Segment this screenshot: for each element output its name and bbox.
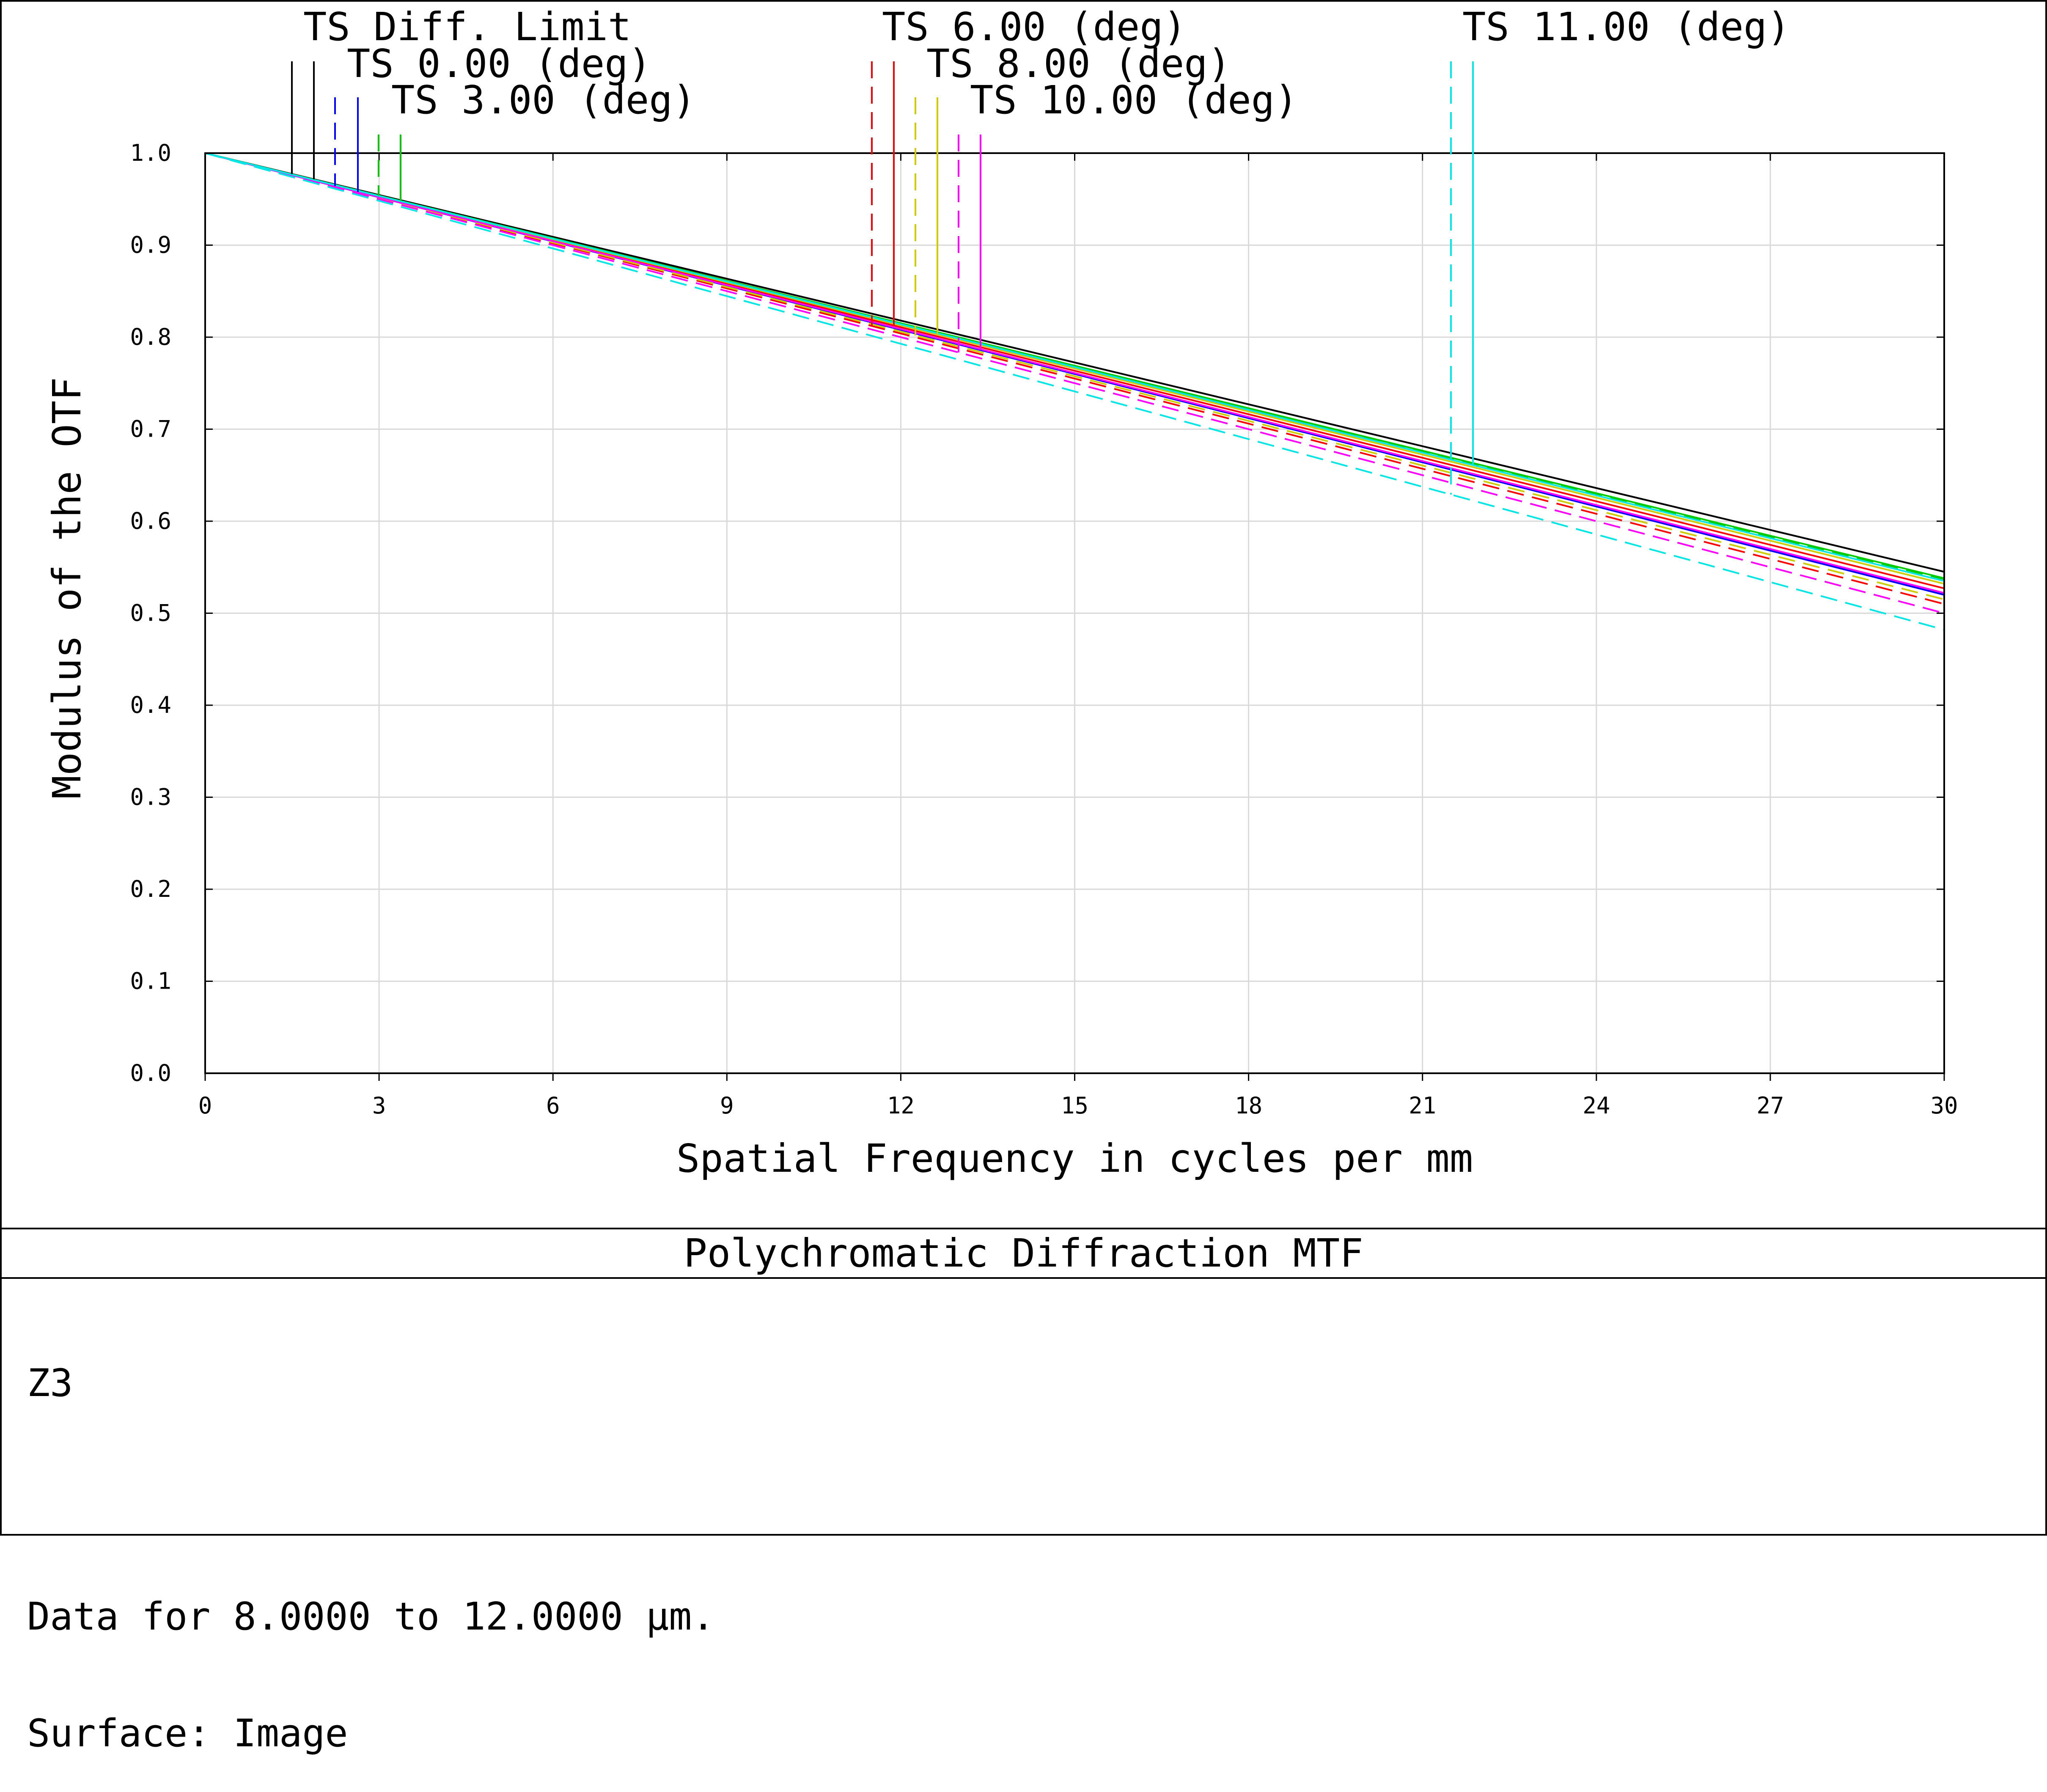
plot-frame bbox=[0, 0, 2047, 1536]
x-tick-label: 27 bbox=[1756, 1092, 1784, 1119]
info-panel: Z3 Data for 8.0000 to 12.0000 µm. Surfac… bbox=[27, 1286, 2015, 1792]
info-spacer bbox=[27, 1481, 2015, 1520]
y-tick-label: 0.0 bbox=[130, 1060, 171, 1086]
legend-label: TS Diff. Limit bbox=[303, 4, 631, 49]
y-tick-label: 0.3 bbox=[130, 784, 171, 811]
legend-label: TS 0.00 (deg) bbox=[347, 41, 651, 86]
legend-label: TS 8.00 (deg) bbox=[926, 41, 1231, 86]
x-tick-label: 15 bbox=[1061, 1092, 1088, 1119]
legend-label: TS 6.00 (deg) bbox=[882, 4, 1187, 49]
x-tick-label: 30 bbox=[1930, 1092, 1958, 1119]
mtf-chart: 0 3 6 9 12 15 18 21 24 27 30 0.0 0.1 0.2 0.3 0.4 0.5 0.6 0… bbox=[44, 4, 1958, 1181]
series-line bbox=[205, 152, 1945, 573]
y-tick-label: 0.6 bbox=[130, 508, 171, 534]
x-tick-label: 21 bbox=[1409, 1092, 1436, 1119]
y-tick-label: 0.2 bbox=[130, 876, 171, 902]
x-tick-label: 18 bbox=[1235, 1092, 1262, 1119]
series-line bbox=[205, 152, 1945, 605]
legend-label: TS 3.00 (deg) bbox=[391, 77, 696, 123]
y-tick-label: 0.1 bbox=[130, 968, 171, 995]
series-line bbox=[205, 152, 1945, 631]
x-tick-label: 9 bbox=[720, 1092, 734, 1119]
x-tick-label: 6 bbox=[546, 1092, 560, 1119]
x-tick-label: 0 bbox=[198, 1092, 212, 1119]
y-tick-label: 0.5 bbox=[130, 600, 171, 627]
y-tick-label: 0.9 bbox=[130, 232, 171, 258]
x-tick-label: 3 bbox=[372, 1092, 386, 1119]
series-line bbox=[205, 152, 1945, 582]
y-tick-label: 0.7 bbox=[130, 416, 171, 443]
series-line bbox=[205, 152, 1945, 594]
y-tick-label: 0.4 bbox=[130, 692, 171, 718]
x-tick-label: 12 bbox=[887, 1092, 915, 1119]
series-line bbox=[205, 152, 1945, 600]
wavelength-range: Data for 8.0000 to 12.0000 µm. bbox=[27, 1594, 715, 1639]
x-tick-label: 24 bbox=[1583, 1092, 1610, 1119]
y-axis-label: Modulus of the OTF bbox=[44, 377, 90, 799]
legend-label: TS 10.00 (deg) bbox=[970, 77, 1298, 123]
series-line bbox=[205, 152, 1945, 614]
chart-title: Polychromatic Diffraction MTF bbox=[0, 1228, 2047, 1279]
legend-label: TS 11.00 (deg) bbox=[1462, 4, 1790, 49]
x-axis-label: Spatial Frequency in cycles per mm bbox=[676, 1136, 1473, 1181]
y-tick-label: 1.0 bbox=[130, 140, 171, 166]
surface-label: Surface: Image bbox=[27, 1711, 348, 1756]
y-tick-label: 0.8 bbox=[130, 324, 171, 350]
plot-area-border bbox=[204, 152, 1945, 1074]
lens-name: Z3 bbox=[27, 1361, 73, 1405]
